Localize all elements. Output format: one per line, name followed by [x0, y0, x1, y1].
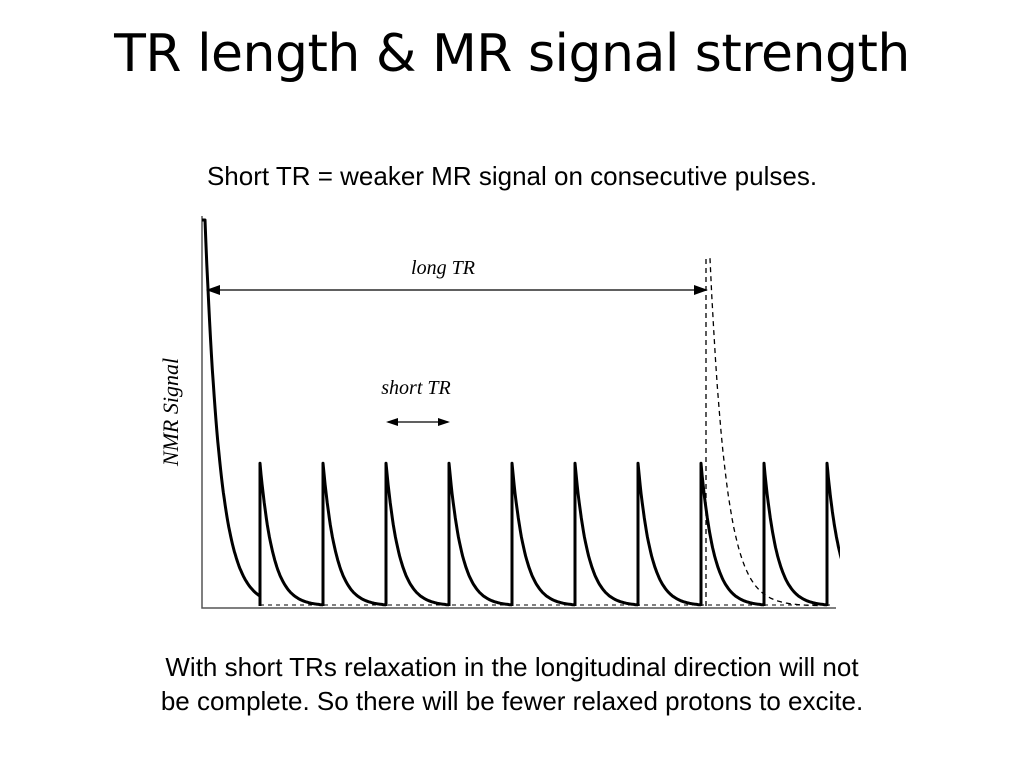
- short-tr-pulse: [321, 461, 387, 607]
- nmr-signal-diagram: NMR Signal long TR short TR: [158, 216, 840, 609]
- signal-curves: [202, 218, 840, 607]
- short-tr-label: short TR: [381, 377, 450, 399]
- short-tr-pulse: [510, 461, 576, 607]
- short-tr-pulse: [699, 461, 765, 607]
- caption-line-2: be complete. So there will be fewer rela…: [160, 686, 864, 716]
- short-tr-pulse: [384, 461, 450, 607]
- slide-caption: With short TRs relaxation in the longitu…: [0, 650, 1024, 718]
- slide-subtitle: Short TR = weaker MR signal on consecuti…: [206, 161, 818, 191]
- short-tr-pulse: [258, 461, 324, 607]
- short-tr-arrow: [386, 418, 450, 426]
- short-tr-pulse: [636, 461, 702, 607]
- initial-signal-decay: [202, 218, 261, 598]
- short-tr-pulse: [573, 461, 639, 607]
- slide-title: TR length & MR signal strength: [114, 24, 910, 84]
- short-tr-pulse: [825, 461, 840, 606]
- nmr-signal-figure: NMR Signal long TR short TR: [140, 198, 840, 628]
- long-tr-label: long TR: [411, 257, 475, 279]
- long-tr-arrow: [206, 285, 708, 295]
- y-axis-label: NMR Signal: [158, 358, 183, 467]
- short-tr-pulse: [447, 461, 513, 607]
- short-tr-pulse: [762, 461, 828, 607]
- diagram-axes: [201, 216, 836, 609]
- caption-line-1: With short TRs relaxation in the longitu…: [165, 652, 859, 682]
- long-tr-pulse: [705, 257, 820, 607]
